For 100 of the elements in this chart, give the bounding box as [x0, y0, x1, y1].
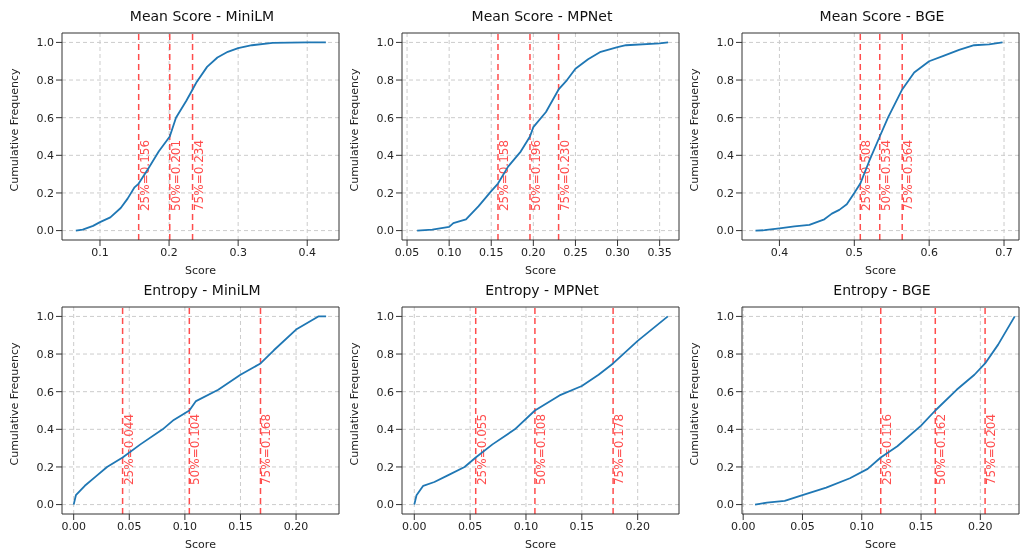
- y-tick-label: 0.8: [716, 73, 734, 87]
- x-tick-label: 0.3: [229, 245, 247, 259]
- y-tick-label: 0.0: [376, 224, 394, 238]
- y-tick-label: 0.0: [36, 498, 54, 512]
- x-axis-title: Score: [185, 264, 217, 277]
- x-tick-label: 0.20: [968, 519, 993, 533]
- y-axis-title: Cumulative Frequency: [687, 341, 701, 466]
- chart-title: Entropy - MPNet: [484, 282, 600, 300]
- y-tick-label: 0.8: [716, 347, 734, 361]
- x-tick-label: 0.15: [908, 519, 934, 533]
- y-tick-label: 1.0: [376, 310, 394, 324]
- ref-line-label: 50%=0.196: [528, 139, 543, 212]
- y-tick-label: 0.0: [36, 224, 54, 238]
- y-tick-label: 1.0: [36, 36, 54, 50]
- y-tick-label: 0.6: [716, 111, 734, 125]
- ref-line-label: 75%=0.234: [191, 139, 206, 212]
- y-tick-label: 0.6: [36, 111, 54, 125]
- x-tick-label: 0.25: [563, 245, 588, 259]
- x-tick-label: 0.00: [402, 519, 427, 533]
- y-tick-label: 0.4: [376, 423, 394, 437]
- y-tick-label: 0.6: [376, 385, 394, 399]
- ref-line-label: 25%=0.116: [879, 413, 894, 486]
- ref-line-label: 50%=0.201: [168, 139, 183, 212]
- x-tick-label: 0.35: [647, 245, 672, 259]
- x-tick-label: 0.4: [770, 245, 789, 259]
- x-axis-title: Score: [525, 264, 557, 277]
- ref-line-label: 25%=0.158: [496, 139, 511, 212]
- y-axis-title: Cumulative Frequency: [7, 341, 21, 466]
- y-axis-title: Cumulative Frequency: [687, 67, 701, 192]
- y-tick-label: 0.2: [716, 460, 734, 474]
- x-tick-label: 0.5: [845, 245, 864, 259]
- x-tick-label: 0.05: [790, 519, 815, 533]
- x-axis-title: Score: [525, 538, 557, 551]
- y-tick-label: 0.2: [36, 460, 54, 474]
- y-tick-label: 0.8: [376, 73, 394, 87]
- line-series: [413, 315, 669, 506]
- x-tick-label: 0.20: [283, 519, 309, 533]
- x-tick-label: 0.05: [117, 519, 142, 533]
- line-series: [74, 41, 327, 232]
- ref-line-label: 50%=0.104: [188, 413, 203, 486]
- y-tick-label: 0.8: [376, 347, 394, 361]
- x-axis-title: Score: [865, 264, 897, 277]
- x-tick-label: 0.05: [394, 245, 420, 259]
- x-tick-label: 0.10: [172, 519, 198, 533]
- chart-title: Mean Score - BGE: [818, 8, 946, 26]
- line-series: [754, 41, 1004, 232]
- ref-line-label: 50%=0.534: [878, 139, 893, 212]
- x-tick-label: 0.1: [91, 245, 109, 259]
- y-tick-label: 0.6: [716, 385, 734, 399]
- ref-line-label: 75%=0.204: [984, 413, 999, 486]
- x-tick-label: 0.2: [160, 245, 178, 259]
- y-tick-label: 0.4: [36, 149, 54, 163]
- chart-title: Entropy - MiniLM: [142, 282, 262, 300]
- x-axis-title: Score: [865, 538, 897, 551]
- y-tick-label: 0.0: [376, 498, 394, 512]
- y-tick-label: 0.8: [36, 73, 54, 87]
- x-tick-label: 0.6: [920, 245, 938, 259]
- x-tick-label: 0.30: [605, 245, 630, 259]
- y-tick-label: 0.4: [376, 149, 394, 163]
- ref-line-label: 25%=0.044: [121, 413, 136, 486]
- y-tick-label: 0.2: [376, 186, 394, 200]
- chart-title: Mean Score - MiniLM: [128, 8, 276, 26]
- ref-line-label: 75%=0.230: [557, 139, 572, 212]
- x-tick-label: 0.15: [228, 519, 253, 533]
- line-series: [72, 315, 327, 506]
- ref-line-label: 75%=0.564: [901, 139, 916, 212]
- y-axis-title: Cumulative Frequency: [347, 67, 361, 192]
- x-tick-label: 0.10: [849, 519, 875, 533]
- ref-line-label: 75%=0.178: [612, 413, 627, 486]
- ref-line-label: 50%=0.162: [934, 413, 949, 486]
- x-tick-label: 0.00: [61, 519, 86, 533]
- ref-line-label: 50%=0.108: [533, 413, 548, 486]
- y-tick-label: 0.4: [716, 149, 734, 163]
- y-tick-label: 0.4: [36, 423, 54, 437]
- chart-title: Entropy - BGE: [832, 282, 932, 300]
- y-tick-label: 1.0: [716, 310, 734, 324]
- x-tick-label: 0.05: [457, 519, 483, 533]
- ref-line-label: 25%=0.055: [474, 413, 489, 486]
- line-series: [416, 41, 669, 232]
- y-tick-label: 0.2: [716, 186, 734, 200]
- y-tick-label: 0.2: [36, 186, 54, 200]
- y-tick-label: 1.0: [376, 36, 394, 50]
- x-tick-label: 0.4: [298, 245, 316, 259]
- y-axis-title: Cumulative Frequency: [7, 67, 21, 192]
- x-tick-label: 0.15: [569, 519, 595, 533]
- y-tick-label: 0.2: [376, 460, 394, 474]
- x-tick-label: 0.10: [513, 519, 539, 533]
- chart-title: Mean Score - MPNet: [470, 8, 614, 26]
- y-tick-label: 0.8: [36, 347, 54, 361]
- y-tick-label: 1.0: [36, 310, 54, 324]
- ref-line-label: 25%=0.508: [859, 139, 874, 212]
- x-tick-label: 0.15: [479, 245, 504, 259]
- x-tick-label: 0.20: [625, 519, 650, 533]
- y-tick-label: 0.6: [376, 111, 394, 125]
- x-tick-label: 0.20: [521, 245, 546, 259]
- y-tick-label: 0.4: [716, 423, 734, 437]
- x-tick-label: 0.00: [730, 519, 756, 533]
- y-tick-label: 0.0: [716, 498, 734, 512]
- ref-line-label: 75%=0.168: [259, 413, 274, 486]
- x-tick-label: 0.7: [995, 245, 1013, 259]
